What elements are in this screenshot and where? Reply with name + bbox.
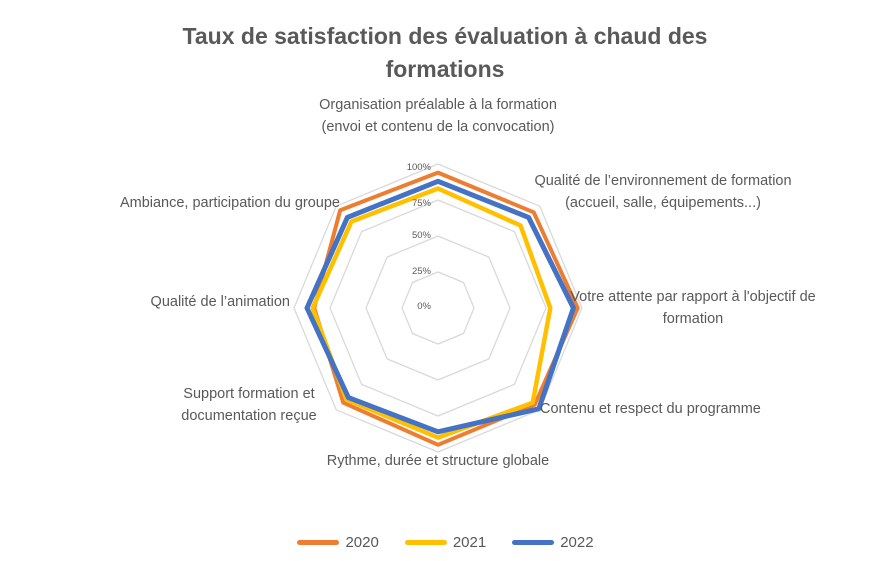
- axis-tick-75: 75%: [411, 198, 431, 209]
- axis-tick-0: 0%: [417, 301, 431, 312]
- chart-legend: 2020 2021 2022: [0, 530, 891, 554]
- legend-label-2020: 2020: [345, 533, 379, 551]
- series-2022-line[interactable]: [304, 178, 576, 435]
- legend-label-2021: 2021: [452, 533, 487, 551]
- category-label-support: Support formation et documentation reçue: [181, 386, 317, 424]
- chart-title: Taux de satisfaction des évaluation à ch…: [182, 23, 708, 82]
- axis-tick-100: 100%: [406, 162, 431, 173]
- legend-item-2022[interactable]: 2022: [512, 533, 594, 551]
- category-label-attente: Votre attente par rapport à l'objectif d…: [570, 289, 816, 327]
- category-label-ambiance: Ambiance, participation du groupe: [119, 195, 340, 211]
- category-label-contenu: Contenu et respect du programme: [540, 401, 761, 417]
- axis-tick-25: 25%: [411, 266, 431, 277]
- gridline-ring-50: [365, 235, 511, 381]
- category-label-environnement: Qualité de l’environnement de formation …: [534, 173, 792, 211]
- category-label-animation: Qualité de l’animation: [150, 294, 290, 310]
- gridline-ring-75: [329, 199, 547, 417]
- legend-swatch-2022: [512, 539, 555, 545]
- legend-swatch-2020: [297, 539, 340, 545]
- category-label-rythme: Rythme, durée et structure globale: [326, 453, 550, 469]
- legend-item-2020[interactable]: 2020: [297, 533, 379, 551]
- series-2021-line[interactable]: [310, 186, 553, 440]
- legend-swatch-2021: [404, 539, 447, 545]
- gridline-ring-25: [401, 271, 475, 345]
- series-2020-line[interactable]: [312, 170, 580, 447]
- category-label-organisation: Organisation préalable à la formation (e…: [319, 97, 557, 135]
- legend-item-2021[interactable]: 2021: [404, 533, 487, 551]
- axis-tick-50: 50%: [411, 230, 431, 241]
- gridline-ring-100: [293, 163, 583, 453]
- legend-label-2022: 2022: [560, 533, 594, 551]
